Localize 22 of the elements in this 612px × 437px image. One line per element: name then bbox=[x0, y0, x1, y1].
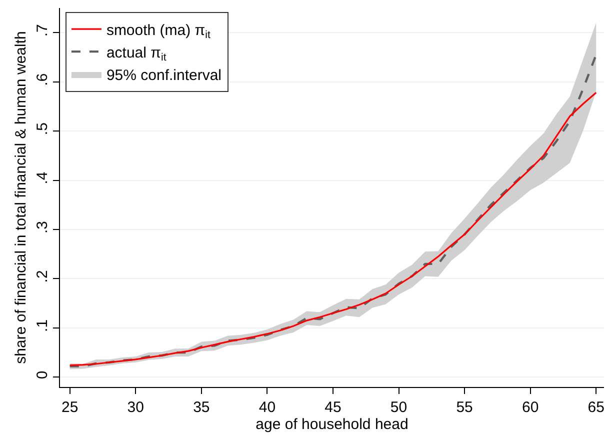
y-tick-label: 0 bbox=[34, 370, 51, 380]
x-tick-label: 60 bbox=[522, 399, 539, 416]
x-tick-label: 30 bbox=[127, 399, 144, 416]
y-tick-label: .1 bbox=[34, 319, 51, 332]
legend-label: smooth (ma) π$_{it}$ bbox=[106, 22, 210, 42]
legend-label: 95% conf.interval bbox=[106, 66, 222, 84]
x-tick-label: 25 bbox=[62, 399, 78, 416]
y-tick-label: .2 bbox=[34, 270, 51, 283]
x-tick-label: 35 bbox=[193, 399, 210, 416]
y-tick-label: .3 bbox=[34, 220, 51, 234]
y-tick-label: .6 bbox=[34, 73, 51, 86]
y-axis-title: share of financial in total financial & human wealth bbox=[12, 31, 30, 364]
x-tick-label: 40 bbox=[258, 399, 276, 416]
x-axis-title: age of household head bbox=[256, 416, 408, 433]
x-tick-label: 45 bbox=[324, 399, 342, 416]
x-tick-label: 50 bbox=[390, 399, 408, 416]
y-tick-label: .5 bbox=[34, 122, 51, 136]
x-tick-label: 55 bbox=[456, 399, 473, 416]
x-tick-label: 65 bbox=[588, 399, 604, 416]
y-tick-label: .4 bbox=[34, 172, 51, 184]
y-tick-label: .7 bbox=[34, 24, 51, 37]
legend-label: actual π$_{it}$ bbox=[106, 44, 166, 64]
